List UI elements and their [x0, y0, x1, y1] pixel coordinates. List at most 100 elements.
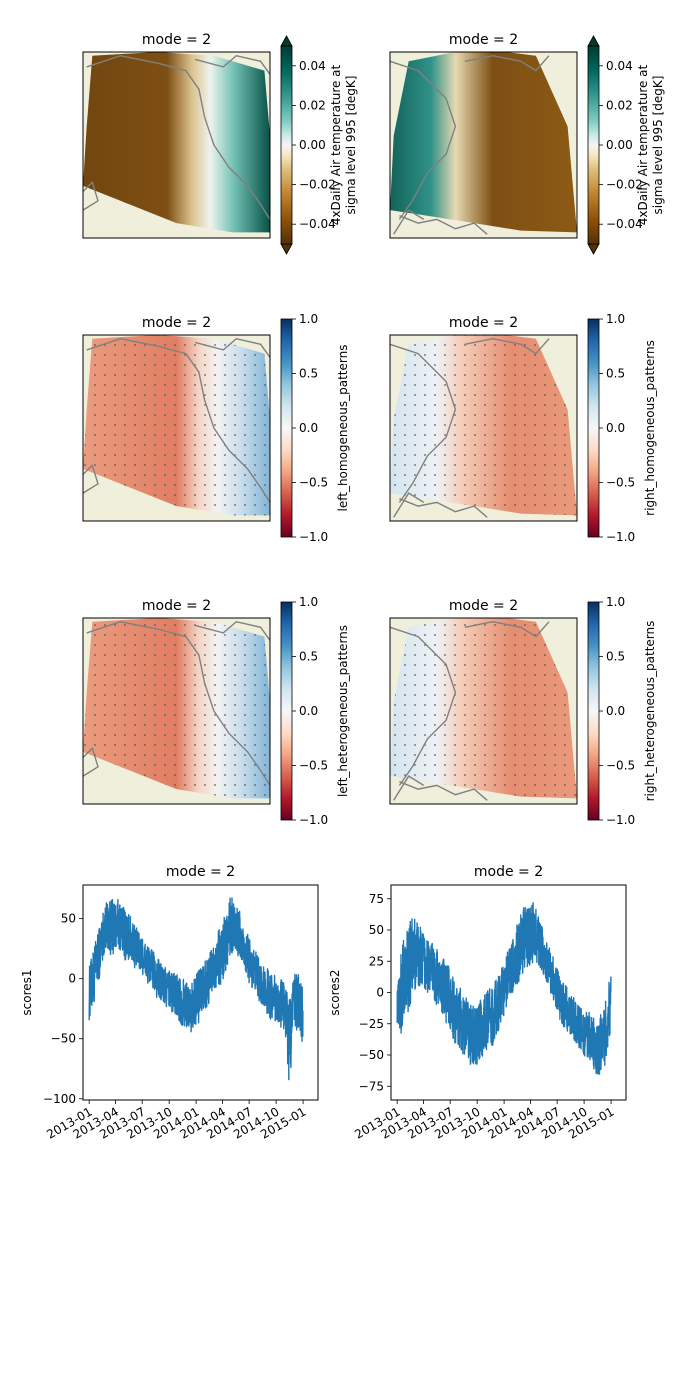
colorbar: 1.0 0.5 0.0 −0.5 −1.0 right_homogeneous_patte…	[587, 312, 657, 544]
map-panel-right-row-2: mode = 2 1.0 0.5 0.0 −0.5 −1.0 right_homogeneo…	[389, 312, 657, 544]
colorbar-tick-label: 0.00	[299, 138, 326, 152]
y-tick-label: −50	[359, 1048, 384, 1062]
colorbar-body	[587, 318, 600, 538]
coastline	[86, 54, 271, 220]
line-chart-1: mode = 2500−50−1002013-012013-042013-072…	[20, 864, 319, 1142]
colorbar: 1.0 0.5 0.0 −0.5 −1.0 left_heterogeneous_patt…	[280, 595, 350, 827]
series-line	[88, 897, 304, 1081]
colorbar-tick-label: −1.0	[606, 530, 635, 544]
coastline	[389, 343, 457, 503]
y-tick-label: −50	[51, 1032, 76, 1046]
y-axis-label: scores2	[328, 969, 342, 1015]
y-tick-label: 0	[68, 972, 76, 986]
significance-dots	[83, 618, 270, 799]
panel-title: mode = 2	[142, 598, 211, 614]
colorbar-tick-label: 1.0	[606, 595, 625, 609]
colorbar-tick-label: 0.5	[606, 650, 625, 664]
panel-title: mode = 2	[449, 32, 518, 48]
colorbar-tick-label: −0.02	[299, 178, 336, 192]
coastline	[393, 209, 425, 235]
chart-title: mode = 2	[166, 864, 235, 880]
significance-dots	[83, 335, 270, 516]
colorbar: 1.0 0.5 0.0 −0.5 −1.0 left_homogeneous_patter…	[280, 312, 350, 544]
coastline	[393, 492, 425, 518]
colorbar-extend-min	[280, 243, 293, 255]
colorbar-tick-label: −0.5	[606, 759, 635, 773]
colorbar-tick-label: 0.5	[606, 367, 625, 381]
coastline	[393, 775, 425, 801]
map-panel-right-row-3: mode = 2 1.0 0.5 0.0 −0.5 −1.0 right_heterogen…	[389, 595, 657, 827]
map-panel-left-row-2: mode = 2 1.0 0.5 0.0 −0.5 −1.0 left_homogeneou…	[82, 312, 350, 544]
coastline	[82, 463, 99, 494]
colorbar-tick-label: 0.02	[299, 98, 326, 112]
series-line	[396, 902, 612, 1075]
colorbar-label: 4xDaily Air temperature at	[636, 64, 650, 225]
y-tick-label: 50	[369, 923, 384, 937]
panel-title: mode = 2	[449, 315, 518, 331]
colorbar-body	[280, 45, 293, 245]
line-charts-layer: mode = 2500−50−1002013-012013-042013-072…	[20, 864, 627, 1142]
colorbar-tick-label: 0.0	[606, 704, 625, 718]
y-tick-label: 50	[61, 912, 76, 926]
colorbar-tick-label: 0.0	[606, 421, 625, 435]
significance-dots	[390, 335, 577, 516]
y-axis-label: scores1	[20, 969, 34, 1015]
map-frame	[389, 617, 578, 805]
significance-dots	[390, 618, 577, 799]
colorbar-body	[587, 601, 600, 821]
panel-title: mode = 2	[449, 598, 518, 614]
colorbar-tick-label: −0.02	[606, 178, 643, 192]
colorbar-body	[280, 601, 293, 821]
colorbar: 1.0 0.5 0.0 −0.5 −1.0 right_heterogeneous_pat…	[587, 595, 657, 827]
map-frame	[82, 51, 271, 239]
colorbar-label: 4xDaily Air temperature at	[329, 64, 343, 225]
colorbar-tick-label: 0.04	[299, 59, 326, 73]
colorbar-tick-label: 0.5	[299, 367, 318, 381]
map-frame	[82, 617, 271, 805]
data-field-region	[390, 52, 577, 233]
coastline	[389, 60, 457, 220]
data-field-region	[83, 52, 270, 233]
coastline	[195, 620, 271, 641]
map-frame	[82, 334, 271, 522]
coastline	[82, 746, 99, 777]
colorbar-tick-label: 1.0	[299, 595, 318, 609]
colorbar-tick-label: −1.0	[299, 813, 328, 827]
colorbar-tick-label: −0.5	[606, 476, 635, 490]
colorbar-label: sigma level 995 [degK]	[651, 76, 665, 215]
coastline	[86, 337, 271, 503]
plot-frame	[82, 884, 319, 1101]
colorbar-tick-label: −0.5	[299, 759, 328, 773]
coastline	[389, 626, 457, 786]
coastline	[86, 620, 271, 786]
colorbar-tick-label: 0.0	[299, 421, 318, 435]
y-tick-label: −100	[43, 1092, 76, 1106]
colorbar-label: sigma level 995 [degK]	[344, 76, 358, 215]
colorbar-label: left_heterogeneous_patterns	[336, 625, 350, 797]
coastline	[82, 180, 99, 211]
y-tick-label: −75	[359, 1079, 384, 1093]
colorbar-label: left_homogeneous_patterns	[336, 345, 350, 512]
colorbar-tick-label: 1.0	[299, 312, 318, 326]
colorbar-tick-label: −0.04	[606, 217, 643, 231]
coastline	[464, 54, 550, 72]
colorbar-tick-label: 0.0	[299, 704, 318, 718]
map-panel-left-row-3: mode = 2 1.0 0.5 0.0 −0.5 −1.0 left_heterogene…	[82, 595, 350, 827]
coastline	[399, 215, 488, 235]
y-tick-label: 25	[369, 954, 384, 968]
colorbar-label: right_heterogeneous_patterns	[643, 621, 657, 802]
coastline	[464, 620, 550, 638]
colorbar-tick-label: −0.04	[299, 217, 336, 231]
colorbar-tick-label: −1.0	[299, 530, 328, 544]
colorbar-body	[587, 45, 600, 245]
coastline	[464, 337, 550, 355]
map-frame	[389, 334, 578, 522]
panel-title: mode = 2	[142, 315, 211, 331]
y-tick-label: −25	[359, 1017, 384, 1031]
colorbar-tick-label: 0.00	[606, 138, 633, 152]
